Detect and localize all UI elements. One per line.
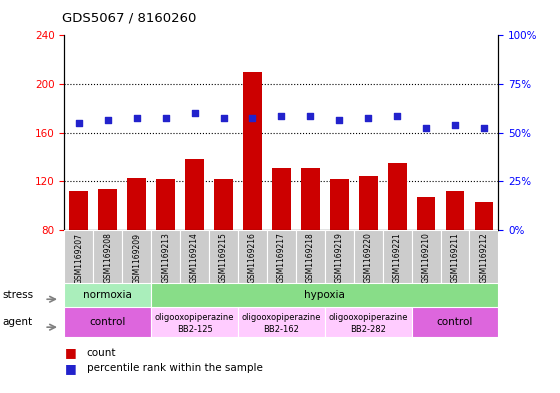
Point [161,115,170,121]
Bar [330,179,349,230]
Bar [151,230,180,283]
Bar [127,178,146,230]
Bar [151,283,498,307]
Point [248,115,257,121]
Text: stress: stress [3,290,34,300]
Text: GSM1169215: GSM1169215 [219,233,228,283]
Text: GSM1169214: GSM1169214 [190,233,199,283]
Text: GSM1169212: GSM1169212 [479,233,488,283]
Text: GSM1169217: GSM1169217 [277,233,286,283]
Bar [469,230,498,283]
Bar [325,307,412,337]
Bar [64,283,151,307]
Point [74,120,83,126]
Bar [64,230,94,283]
Point [277,112,286,119]
Text: GSM1169207: GSM1169207 [74,233,83,284]
Bar [238,307,325,337]
Bar [441,230,469,283]
Point [335,118,344,124]
Text: GSM1169213: GSM1169213 [161,233,170,283]
Text: GSM1169209: GSM1169209 [132,233,141,284]
Text: oligooxopiperazine: oligooxopiperazine [329,313,408,322]
Text: hypoxia: hypoxia [305,290,345,300]
Text: GSM1169221: GSM1169221 [393,233,402,283]
Text: GSM1169220: GSM1169220 [363,233,373,283]
Text: oligooxopiperazine: oligooxopiperazine [155,313,234,322]
Bar [359,176,377,230]
Bar [417,197,436,230]
Bar [325,230,354,283]
Bar [267,230,296,283]
Bar [69,191,88,230]
Text: GSM1169216: GSM1169216 [248,233,257,283]
Point [393,112,402,119]
Bar [412,307,498,337]
Bar [180,230,209,283]
Bar [301,168,320,230]
Bar [214,179,233,230]
Point [190,110,199,116]
Text: agent: agent [3,317,33,327]
Text: GSM1169218: GSM1169218 [306,233,315,283]
Text: GDS5067 / 8160260: GDS5067 / 8160260 [62,12,196,25]
Bar [388,163,407,230]
Point [132,115,141,121]
Text: normoxia: normoxia [83,290,132,300]
Bar [243,72,262,230]
Bar [296,230,325,283]
Bar [151,307,238,337]
Text: oligooxopiperazine: oligooxopiperazine [242,313,321,322]
Bar [272,168,291,230]
Bar [94,230,122,283]
Text: control: control [437,317,473,327]
Point [422,125,431,131]
Bar [238,230,267,283]
Bar [446,191,464,230]
Bar [474,202,493,230]
Bar [64,307,151,337]
Text: GSM1169208: GSM1169208 [103,233,113,283]
Text: ■: ■ [64,346,76,359]
Text: GSM1169219: GSM1169219 [335,233,344,283]
Bar [122,230,151,283]
Point [103,118,112,124]
Text: count: count [87,347,116,358]
Text: ■: ■ [64,362,76,375]
Bar [99,189,117,230]
Text: percentile rank within the sample: percentile rank within the sample [87,363,263,373]
Bar [412,230,441,283]
Point [306,112,315,119]
Point [364,115,373,121]
Point [450,122,459,129]
Bar [185,160,204,230]
Bar [382,230,412,283]
Bar [209,230,238,283]
Bar [156,179,175,230]
Point [219,115,228,121]
Text: control: control [90,317,126,327]
Text: GSM1169210: GSM1169210 [422,233,431,283]
Text: BB2-282: BB2-282 [350,325,386,334]
Point [479,125,488,131]
Bar [354,230,382,283]
Text: BB2-125: BB2-125 [177,325,212,334]
Text: BB2-162: BB2-162 [263,325,300,334]
Text: GSM1169211: GSM1169211 [450,233,460,283]
